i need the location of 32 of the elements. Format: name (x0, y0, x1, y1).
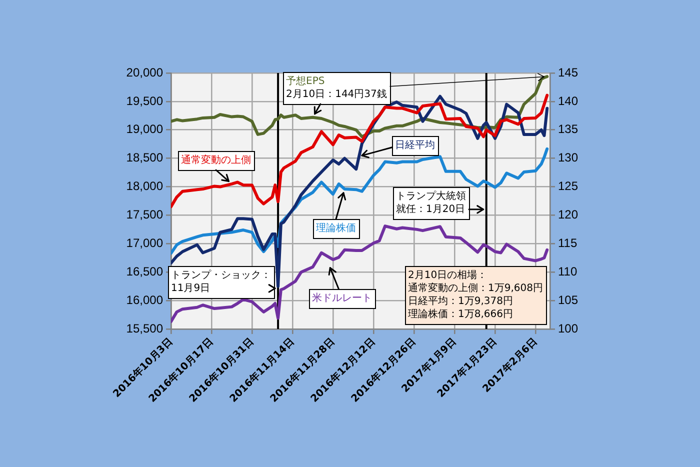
text: 米ドルレート (312, 292, 372, 304)
y2-tick-label: 100 (558, 321, 578, 336)
ref-line-label: トランプ・ショック：11月9日 (171, 269, 271, 294)
y-tick-label: 17,500 (126, 208, 164, 222)
y2-tick-label: 105 (558, 292, 578, 307)
series-label: 通常変動の上側 (181, 154, 251, 166)
y2-tick-label: 110 (558, 264, 578, 278)
y2-tick-label: 140 (558, 94, 578, 108)
ref-line-label: トランプ大統領就任：1月20日 (396, 190, 466, 216)
y2-tick-label: 130 (558, 150, 578, 165)
annotation: 日経平均：1万9,378円 (408, 295, 513, 308)
y2-tick-label: 125 (558, 179, 578, 194)
y2-tick-label: 135 (558, 122, 578, 136)
y-tick-label: 16,000 (126, 292, 164, 307)
text: 日経平均 (395, 139, 435, 152)
y-tick-label: 18,000 (126, 179, 164, 194)
y2-tick-label: 120 (558, 208, 578, 222)
annotation: 通常変動の上側：1万9,608円 (408, 282, 543, 294)
y-tick-label: 17,000 (126, 236, 164, 250)
text: 予想EPS (286, 75, 325, 88)
annotation: 理論株価：1万8,666円 (408, 308, 513, 320)
y-tick-label: 20,000 (126, 65, 164, 80)
y-tick-label: 18,500 (126, 150, 164, 165)
y-tick-label: 19,000 (126, 122, 164, 136)
annotation: 2月10日の相場： (408, 269, 488, 282)
y-tick-label: 15,500 (126, 321, 164, 336)
y2-tick-label: 145 (558, 65, 578, 80)
y-tick-label: 16,500 (126, 264, 164, 278)
y2-tick-label: 115 (558, 236, 578, 250)
y-tick-label: 19,500 (126, 94, 164, 108)
text: 理論株価 (316, 222, 356, 234)
annotation: 2月10日：144円37銭 (286, 89, 387, 100)
